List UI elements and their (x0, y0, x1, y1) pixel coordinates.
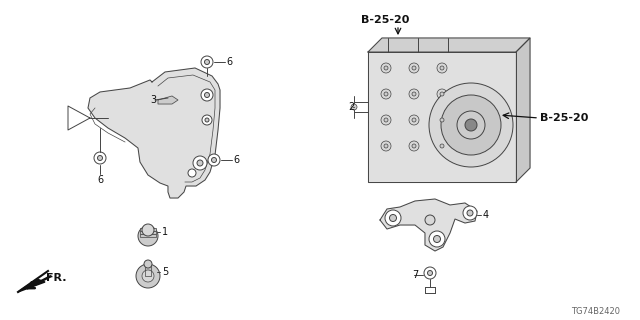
Polygon shape (18, 279, 45, 292)
Circle shape (424, 267, 436, 279)
FancyBboxPatch shape (140, 228, 156, 230)
Text: 1: 1 (162, 227, 168, 237)
Circle shape (208, 154, 220, 166)
Text: 4: 4 (483, 210, 489, 220)
Circle shape (384, 118, 388, 122)
Circle shape (429, 231, 445, 247)
Circle shape (385, 210, 401, 226)
Circle shape (437, 115, 447, 125)
Polygon shape (380, 199, 477, 251)
Circle shape (94, 152, 106, 164)
Circle shape (197, 160, 203, 166)
Circle shape (138, 226, 158, 246)
Text: 3: 3 (150, 95, 156, 105)
Circle shape (467, 210, 473, 216)
Circle shape (412, 144, 416, 148)
FancyBboxPatch shape (140, 234, 156, 236)
Circle shape (412, 118, 416, 122)
FancyBboxPatch shape (140, 231, 156, 234)
Circle shape (437, 141, 447, 151)
Polygon shape (368, 38, 530, 52)
Circle shape (205, 60, 209, 65)
Circle shape (409, 141, 419, 151)
Circle shape (381, 89, 391, 99)
Polygon shape (368, 52, 516, 182)
Circle shape (463, 206, 477, 220)
Circle shape (381, 63, 391, 73)
Circle shape (211, 157, 216, 163)
Circle shape (409, 89, 419, 99)
Text: B-25-20: B-25-20 (361, 15, 409, 25)
Circle shape (390, 214, 397, 221)
Circle shape (440, 92, 444, 96)
Circle shape (384, 92, 388, 96)
Text: B-25-20: B-25-20 (540, 113, 588, 123)
Circle shape (351, 104, 357, 110)
Circle shape (193, 156, 207, 170)
Polygon shape (88, 68, 220, 198)
Circle shape (440, 118, 444, 122)
Circle shape (465, 119, 477, 131)
Circle shape (381, 115, 391, 125)
Text: 7: 7 (412, 270, 419, 280)
Circle shape (142, 224, 154, 236)
Circle shape (441, 95, 501, 155)
Text: 5: 5 (162, 267, 168, 277)
Text: 6: 6 (97, 175, 103, 185)
Circle shape (384, 144, 388, 148)
Polygon shape (145, 264, 151, 276)
Circle shape (437, 89, 447, 99)
Text: 6: 6 (226, 57, 232, 67)
Circle shape (144, 260, 152, 268)
Polygon shape (68, 106, 90, 130)
Circle shape (429, 83, 513, 167)
Polygon shape (158, 96, 178, 104)
Circle shape (409, 63, 419, 73)
Circle shape (205, 118, 209, 122)
Circle shape (136, 264, 160, 288)
Circle shape (188, 169, 196, 177)
Text: 6: 6 (233, 155, 239, 165)
Circle shape (205, 92, 209, 98)
Circle shape (433, 236, 440, 243)
Circle shape (440, 144, 444, 148)
Circle shape (457, 111, 485, 139)
Circle shape (202, 115, 212, 125)
Circle shape (381, 141, 391, 151)
Circle shape (428, 270, 433, 276)
Polygon shape (516, 38, 530, 182)
Circle shape (142, 270, 154, 282)
Text: FR.: FR. (46, 273, 67, 283)
Circle shape (409, 115, 419, 125)
Text: TG74B2420: TG74B2420 (571, 308, 620, 316)
Circle shape (437, 63, 447, 73)
Circle shape (97, 156, 102, 161)
Circle shape (425, 215, 435, 225)
Circle shape (384, 66, 388, 70)
Circle shape (201, 89, 213, 101)
Text: 2: 2 (348, 102, 355, 112)
Circle shape (412, 92, 416, 96)
Circle shape (201, 56, 213, 68)
Circle shape (440, 66, 444, 70)
Circle shape (412, 66, 416, 70)
